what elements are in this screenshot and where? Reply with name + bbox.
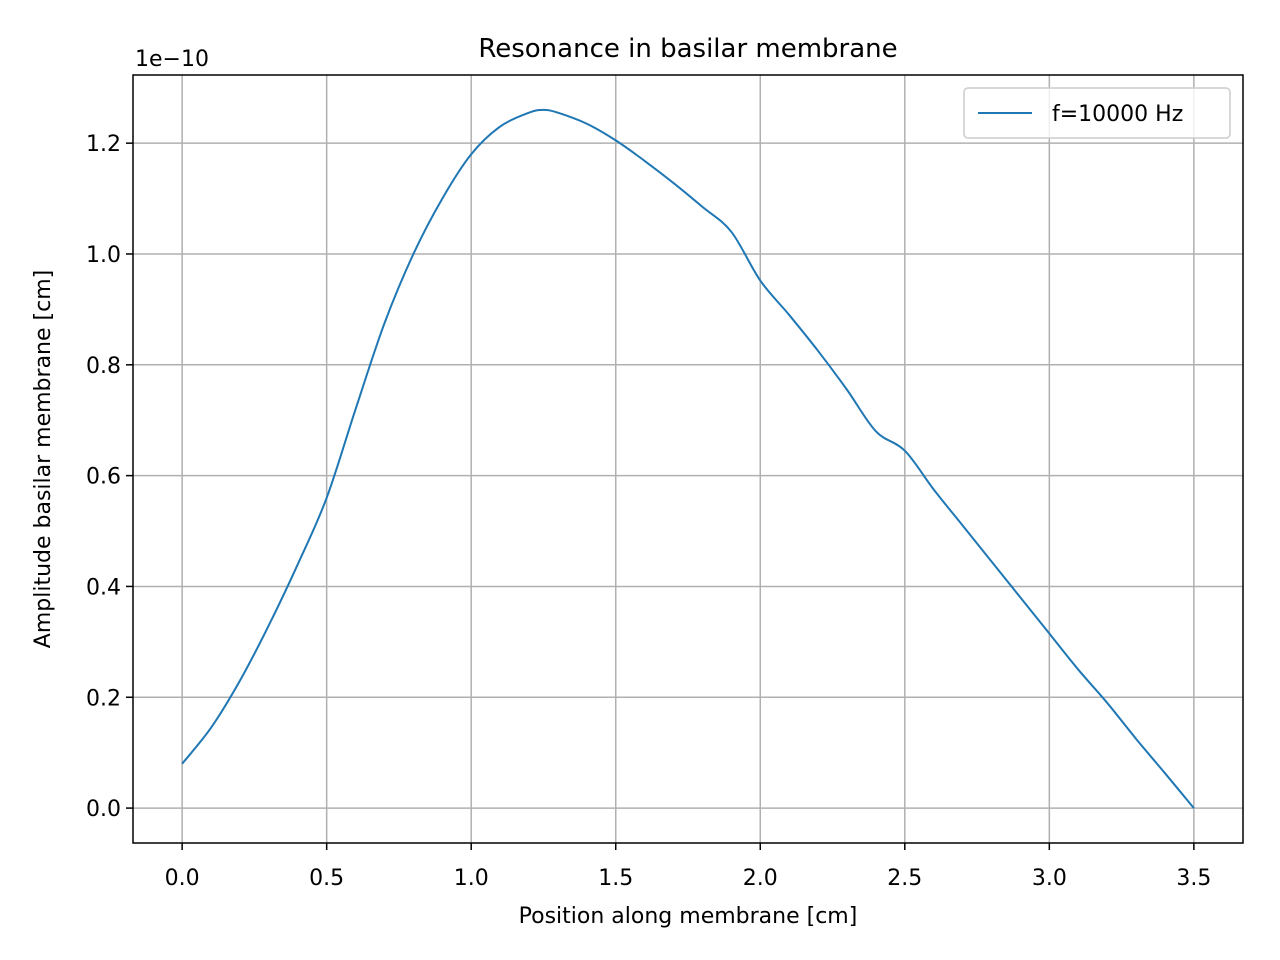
x-tick-label: 1.0 — [454, 866, 489, 891]
legend-label: f=10000 Hz — [1052, 102, 1183, 127]
x-ticks: 0.0 0.5 1.0 1.5 2.0 2.5 3.0 3.5 — [165, 843, 1211, 891]
y-axis-label: Amplitude basilar membrane [cm] — [31, 270, 56, 648]
grid — [133, 75, 1243, 843]
x-tick-label: 0.5 — [309, 866, 344, 891]
legend-box — [963, 87, 1231, 139]
x-tick-label: 2.0 — [743, 866, 778, 891]
y-tick-label: 0.2 — [86, 686, 121, 711]
x-tick-label: 1.5 — [598, 866, 633, 891]
y-tick-label: 1.2 — [86, 132, 121, 157]
y-tick-label: 0.4 — [86, 575, 121, 600]
y-ticks: 0.0 0.2 0.4 0.6 0.8 1.0 1.2 — [86, 132, 133, 822]
series-layer — [181, 108, 1195, 809]
y-offset-label: 1e−10 — [135, 47, 209, 72]
x-tick-label: 2.5 — [887, 866, 922, 891]
series-line — [181, 108, 1195, 809]
x-tick-label: 3.0 — [1032, 866, 1067, 891]
y-tick-label: 1.0 — [86, 243, 121, 268]
x-tick-label: 3.5 — [1176, 866, 1211, 891]
x-axis-label: Position along membrane [cm] — [519, 904, 858, 929]
chart-title: Resonance in basilar membrane — [478, 34, 897, 64]
legend: f=10000 Hz — [963, 87, 1231, 139]
x-tick-label: 0.0 — [165, 866, 200, 891]
plot-frame — [132, 74, 1244, 844]
y-tick-label: 0.8 — [86, 354, 121, 379]
y-tick-label: 0.0 — [86, 797, 121, 822]
y-tick-label: 0.6 — [86, 465, 121, 490]
